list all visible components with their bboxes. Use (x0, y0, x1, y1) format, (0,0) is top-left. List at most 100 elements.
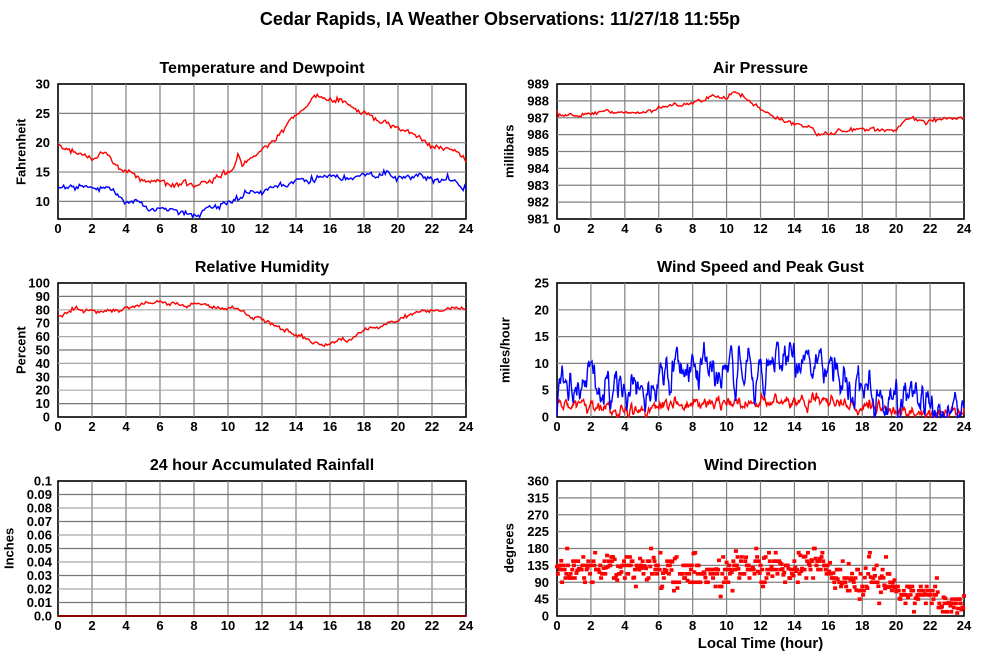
svg-text:14: 14 (787, 618, 802, 633)
svg-text:4: 4 (621, 221, 629, 236)
svg-text:20: 20 (391, 419, 405, 434)
svg-text:10: 10 (719, 618, 733, 633)
svg-text:0: 0 (553, 419, 560, 434)
svg-text:0: 0 (542, 609, 549, 624)
svg-text:18: 18 (855, 221, 869, 236)
svg-text:2: 2 (88, 618, 95, 633)
svg-text:80: 80 (36, 302, 50, 317)
svg-text:981: 981 (527, 212, 549, 227)
svg-text:0.05: 0.05 (27, 541, 52, 556)
svg-text:16: 16 (821, 221, 835, 236)
svg-text:14: 14 (289, 221, 304, 236)
svg-text:30: 30 (36, 369, 50, 384)
svg-text:983: 983 (527, 178, 549, 193)
svg-text:0.03: 0.03 (27, 568, 52, 583)
svg-text:22: 22 (923, 618, 937, 633)
svg-text:0: 0 (54, 618, 61, 633)
svg-text:4: 4 (621, 419, 629, 434)
svg-text:0.01: 0.01 (27, 595, 52, 610)
svg-text:0.0: 0.0 (34, 609, 52, 624)
svg-text:22: 22 (923, 221, 937, 236)
svg-text:2: 2 (88, 221, 95, 236)
svg-text:0.06: 0.06 (27, 528, 52, 543)
svg-text:0.04: 0.04 (27, 555, 53, 570)
svg-text:270: 270 (527, 507, 549, 522)
svg-text:14: 14 (787, 221, 802, 236)
svg-text:20: 20 (889, 419, 903, 434)
svg-text:18: 18 (855, 419, 869, 434)
svg-text:10: 10 (36, 194, 50, 209)
svg-text:15: 15 (535, 329, 549, 344)
svg-text:25: 25 (535, 276, 549, 291)
svg-text:315: 315 (527, 490, 549, 505)
svg-text:0.02: 0.02 (27, 582, 52, 597)
svg-text:20: 20 (889, 221, 903, 236)
svg-text:16: 16 (323, 419, 337, 434)
svg-text:2: 2 (587, 221, 594, 236)
svg-text:24: 24 (459, 419, 474, 434)
svg-text:30: 30 (36, 77, 50, 92)
svg-text:2: 2 (587, 419, 594, 434)
svg-text:5: 5 (542, 383, 549, 398)
svg-text:8: 8 (190, 618, 197, 633)
svg-text:0.07: 0.07 (27, 514, 52, 529)
svg-text:989: 989 (527, 77, 549, 92)
svg-text:40: 40 (36, 356, 50, 371)
svg-text:12: 12 (753, 221, 767, 236)
svg-text:8: 8 (689, 419, 696, 434)
svg-text:16: 16 (323, 618, 337, 633)
svg-text:14: 14 (289, 419, 304, 434)
svg-text:10: 10 (719, 419, 733, 434)
svg-text:0: 0 (553, 618, 560, 633)
svg-text:8: 8 (190, 221, 197, 236)
svg-text:10: 10 (535, 356, 549, 371)
svg-text:22: 22 (425, 221, 439, 236)
svg-text:20: 20 (535, 302, 549, 317)
svg-text:0.1: 0.1 (34, 474, 52, 489)
svg-text:988: 988 (527, 93, 549, 108)
svg-text:0: 0 (54, 419, 61, 434)
svg-text:6: 6 (156, 419, 163, 434)
svg-text:24: 24 (957, 221, 972, 236)
svg-text:16: 16 (821, 618, 835, 633)
svg-text:12: 12 (753, 419, 767, 434)
svg-text:4: 4 (621, 618, 629, 633)
svg-text:8: 8 (689, 618, 696, 633)
svg-text:18: 18 (357, 221, 371, 236)
svg-text:2: 2 (587, 618, 594, 633)
svg-text:982: 982 (527, 195, 549, 210)
svg-text:12: 12 (255, 419, 269, 434)
svg-text:16: 16 (323, 221, 337, 236)
svg-text:985: 985 (527, 144, 549, 159)
svg-text:6: 6 (156, 618, 163, 633)
svg-text:6: 6 (655, 618, 662, 633)
svg-text:18: 18 (357, 419, 371, 434)
svg-text:8: 8 (190, 419, 197, 434)
svg-text:2: 2 (88, 419, 95, 434)
svg-text:10: 10 (719, 221, 733, 236)
svg-text:20: 20 (889, 618, 903, 633)
svg-text:225: 225 (527, 524, 549, 539)
svg-text:984: 984 (527, 161, 549, 176)
svg-text:0.08: 0.08 (27, 501, 52, 516)
svg-text:4: 4 (122, 221, 130, 236)
svg-text:12: 12 (255, 221, 269, 236)
svg-text:22: 22 (425, 618, 439, 633)
svg-text:18: 18 (855, 618, 869, 633)
svg-text:15: 15 (36, 165, 50, 180)
svg-text:0: 0 (553, 221, 560, 236)
svg-text:20: 20 (36, 383, 50, 398)
svg-text:0.09: 0.09 (27, 487, 52, 502)
svg-text:14: 14 (289, 618, 304, 633)
svg-text:10: 10 (221, 419, 235, 434)
svg-text:45: 45 (535, 592, 549, 607)
svg-text:90: 90 (36, 289, 50, 304)
svg-text:16: 16 (821, 419, 835, 434)
svg-text:22: 22 (923, 419, 937, 434)
svg-text:0: 0 (542, 410, 549, 425)
svg-text:986: 986 (527, 127, 549, 142)
svg-text:180: 180 (527, 541, 549, 556)
svg-text:50: 50 (36, 343, 50, 358)
svg-text:25: 25 (36, 106, 50, 121)
svg-text:12: 12 (255, 618, 269, 633)
